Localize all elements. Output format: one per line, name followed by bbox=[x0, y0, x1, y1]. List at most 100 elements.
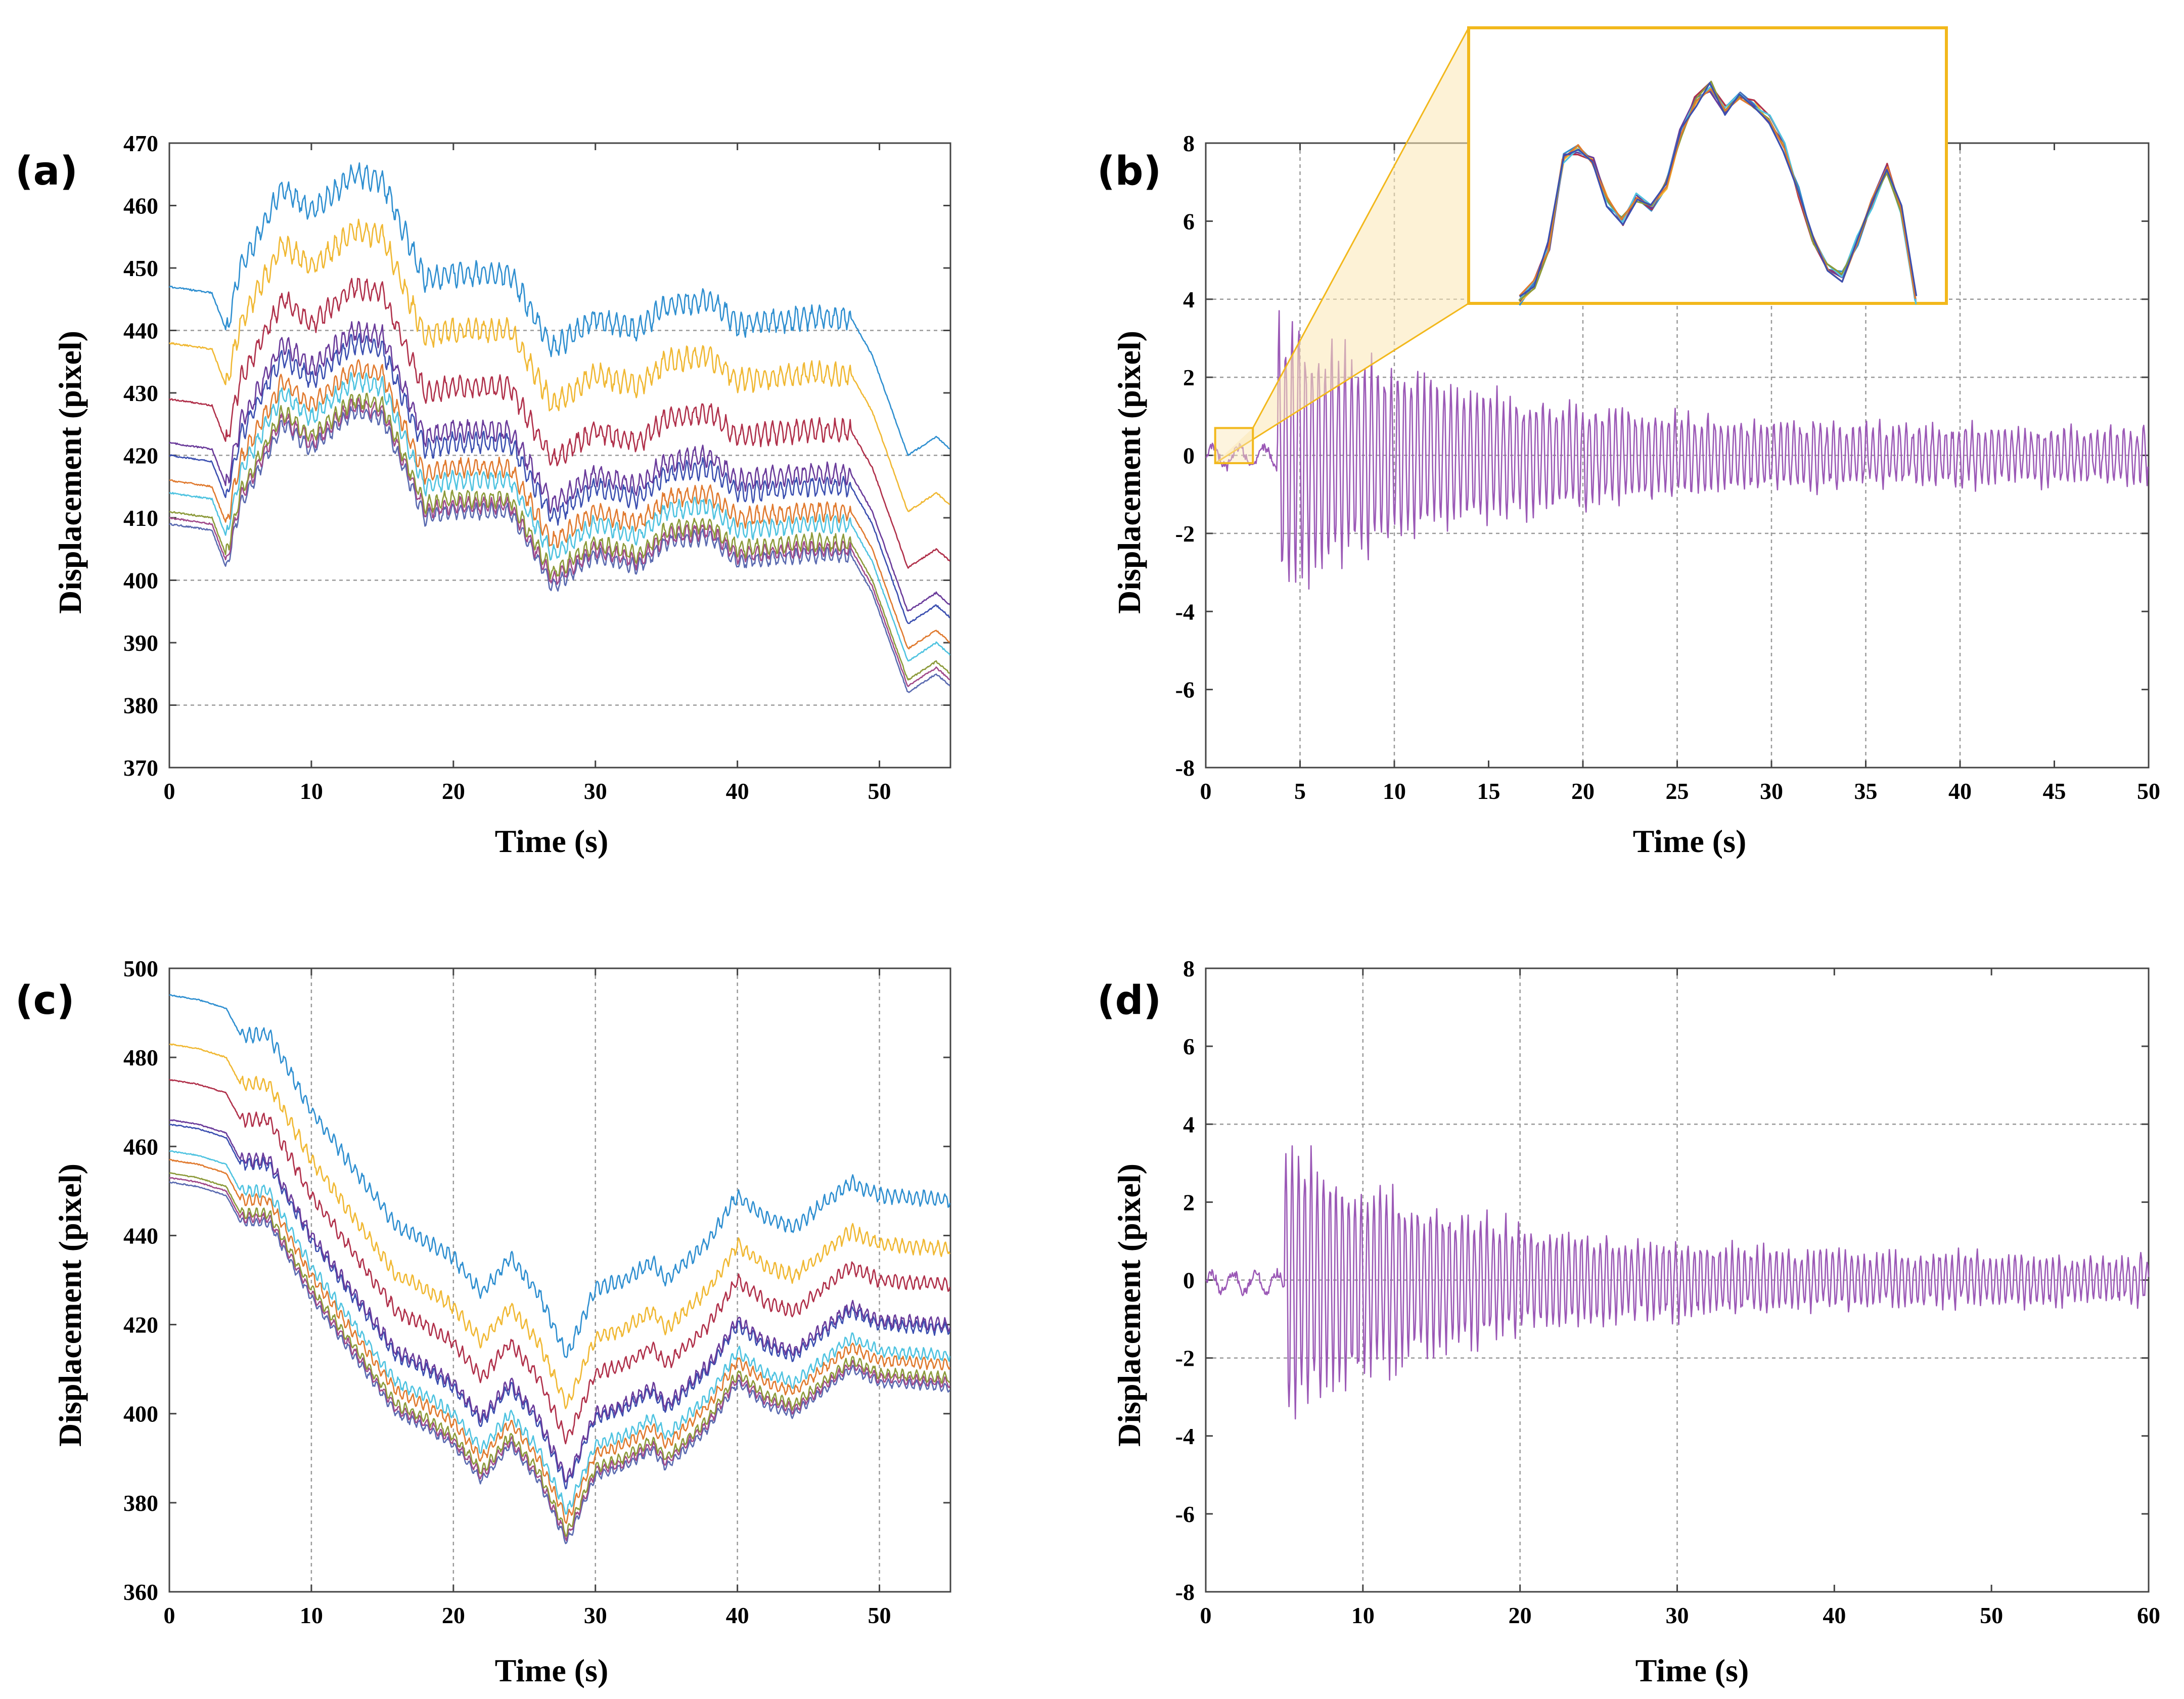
x-tick-label-3-2: 20 bbox=[1509, 1602, 1532, 1628]
y-tick-label-3-8: 8 bbox=[1183, 956, 1195, 981]
y-axis-title-a: Displacement (pixel) bbox=[52, 331, 88, 614]
y-tick-label-0-1: 380 bbox=[123, 693, 158, 719]
x-axis-title-a: Time (s) bbox=[495, 823, 609, 859]
y-tick-label-2-7: 500 bbox=[123, 956, 158, 981]
panel-a: (a) 0 10 20 30 40 50 370 380 390 400 410 420 430 440 4… bbox=[15, 130, 951, 859]
y-tick-label-0-7: 440 bbox=[123, 318, 158, 344]
series-line-0-3 bbox=[169, 321, 950, 612]
x-tick-label-1-0: 0 bbox=[1200, 778, 1212, 804]
plot-d: 0 10 20 30 40 50 60 -8 -6 -4 -2 0 2 4 6 8 bbox=[1175, 956, 2160, 1628]
x-tick-label-3-3: 30 bbox=[1666, 1602, 1689, 1628]
y-tick-label-1-1: -6 bbox=[1175, 677, 1195, 703]
series-line-2-7 bbox=[169, 1172, 950, 1537]
series-line-2-5 bbox=[169, 1150, 951, 1515]
x-tick-label-3-4: 40 bbox=[1823, 1602, 1846, 1628]
x-tick-label-3-0: 0 bbox=[1200, 1602, 1212, 1628]
y-tick-label-2-1: 380 bbox=[123, 1490, 158, 1516]
x-tick-label-3-5: 50 bbox=[1980, 1602, 2003, 1628]
x-tick-label-1-4: 20 bbox=[1571, 778, 1595, 804]
series-line-2-0 bbox=[169, 994, 951, 1358]
y-tick-label-3-1: -6 bbox=[1175, 1501, 1195, 1527]
y-tick-label-0-0: 370 bbox=[123, 755, 158, 781]
x-tick-label-0-4: 40 bbox=[726, 778, 749, 804]
plot-frame-3 bbox=[1205, 967, 2150, 1593]
x-axis-title-d: Time (s) bbox=[1635, 1652, 1749, 1688]
inset-series-line-7 bbox=[1519, 82, 1918, 297]
series-line-0-2 bbox=[168, 278, 950, 569]
y-tick-label-3-2: -4 bbox=[1175, 1423, 1195, 1449]
series-line-0-9 bbox=[169, 405, 950, 693]
series-line-2-9 bbox=[169, 1181, 950, 1544]
y-tick-label-1-3: -2 bbox=[1175, 521, 1195, 547]
y-tick-label-2-2: 400 bbox=[123, 1401, 158, 1427]
y-axis-title-d: Displacement (pixel) bbox=[1111, 1164, 1147, 1447]
series-line-0-4 bbox=[169, 333, 950, 624]
series-line-0-1 bbox=[169, 218, 950, 512]
zoom-region-box bbox=[1214, 427, 1254, 464]
y-tick-label-0-2: 390 bbox=[123, 630, 158, 656]
x-tick-label-2-4: 40 bbox=[726, 1602, 749, 1628]
panel-b: (b) 0 5 10 15 20 25 30 35 40 45 50 -8 -6 -4 -2 0 2 4 6 8 Ti… bbox=[1097, 26, 2160, 859]
y-tick-label-1-8: 8 bbox=[1183, 130, 1195, 156]
y-tick-label-0-9: 460 bbox=[123, 193, 158, 219]
series-line-0-7 bbox=[169, 392, 950, 681]
series-line-2-3 bbox=[169, 1119, 951, 1483]
y-tick-label-2-0: 360 bbox=[123, 1579, 158, 1605]
x-tick-label-2-0: 0 bbox=[164, 1602, 175, 1628]
y-axis-title-b: Displacement (pixel) bbox=[1111, 331, 1147, 614]
x-tick-label-1-7: 35 bbox=[1854, 778, 1878, 804]
y-tick-label-0-6: 430 bbox=[123, 380, 158, 406]
y-tick-label-0-4: 410 bbox=[123, 505, 158, 531]
x-tick-label-1-9: 45 bbox=[2043, 778, 2066, 804]
y-axis-title-c: Displacement (pixel) bbox=[52, 1164, 88, 1447]
x-tick-label-0-5: 50 bbox=[868, 778, 891, 804]
x-tick-label-0-1: 10 bbox=[300, 778, 323, 804]
panel-c: (c) 0 10 20 30 40 50360380400420440460480500 … bbox=[15, 956, 951, 1688]
series-line-0-8 bbox=[169, 397, 950, 687]
y-tick-label-3-6: 4 bbox=[1183, 1111, 1195, 1137]
panel-label-c: (c) bbox=[15, 978, 75, 1023]
plot-b: 0 5 10 15 20 25 30 35 40 45 50 -8 -6 -4 -2 0 2 4 6 8 bbox=[1175, 26, 2160, 804]
y-tick-label-2-4: 440 bbox=[123, 1223, 158, 1248]
series-line-0-5 bbox=[169, 359, 950, 650]
x-tick-label-0-0: 0 bbox=[164, 778, 175, 804]
series-group-2 bbox=[169, 994, 951, 1544]
series-line-2-1 bbox=[169, 1043, 951, 1409]
x-tick-label-3-1: 10 bbox=[1351, 1602, 1375, 1628]
series-group-0 bbox=[168, 162, 951, 693]
y-tick-label-1-7: 6 bbox=[1183, 208, 1195, 234]
x-tick-label-1-10: 50 bbox=[2137, 778, 2160, 804]
panel-label-b: (b) bbox=[1097, 149, 1161, 194]
plot-frame-2 bbox=[168, 967, 951, 1593]
zoom-inset-frame bbox=[1467, 26, 1948, 305]
x-tick-label-2-1: 10 bbox=[300, 1602, 323, 1628]
x-tick-label-2-5: 50 bbox=[868, 1602, 891, 1628]
x-tick-label-2-3: 30 bbox=[584, 1602, 607, 1628]
x-tick-label-0-3: 30 bbox=[584, 778, 607, 804]
x-tick-label-3-6: 60 bbox=[2137, 1602, 2160, 1628]
y-tick-label-2-5: 460 bbox=[123, 1134, 158, 1159]
x-tick-label-2-2: 20 bbox=[442, 1602, 465, 1628]
x-tick-label-1-1: 5 bbox=[1294, 778, 1306, 804]
zoom-connector-line-upper bbox=[1252, 27, 1470, 429]
y-tick-label-0-10: 470 bbox=[123, 130, 158, 156]
y-tick-label-0-5: 420 bbox=[123, 443, 158, 469]
series-line-2-2 bbox=[169, 1079, 951, 1445]
y-tick-label-0-8: 450 bbox=[123, 255, 158, 281]
y-tick-label-1-4: 0 bbox=[1183, 443, 1195, 469]
zoom-connector-fill bbox=[1215, 28, 1469, 463]
plot-c: 0 10 20 30 40 50 360 380 400 420 440 460 480 500 bbox=[123, 956, 951, 1628]
series-line-2-6 bbox=[169, 1158, 951, 1524]
series-line-1 bbox=[1206, 310, 2149, 590]
x-tick-label-1-2: 10 bbox=[1383, 778, 1406, 804]
x-tick-label-0-2: 20 bbox=[442, 778, 465, 804]
series-line-0-6 bbox=[169, 372, 951, 662]
zoom-connector-line-lower bbox=[1214, 302, 1469, 464]
y-tick-label-1-5: 2 bbox=[1183, 365, 1195, 390]
plot-frame-0 bbox=[168, 142, 951, 769]
y-tick-label-3-4: 0 bbox=[1183, 1268, 1195, 1293]
panel-label-a: (a) bbox=[15, 149, 78, 194]
series-line-2-4 bbox=[169, 1124, 951, 1490]
